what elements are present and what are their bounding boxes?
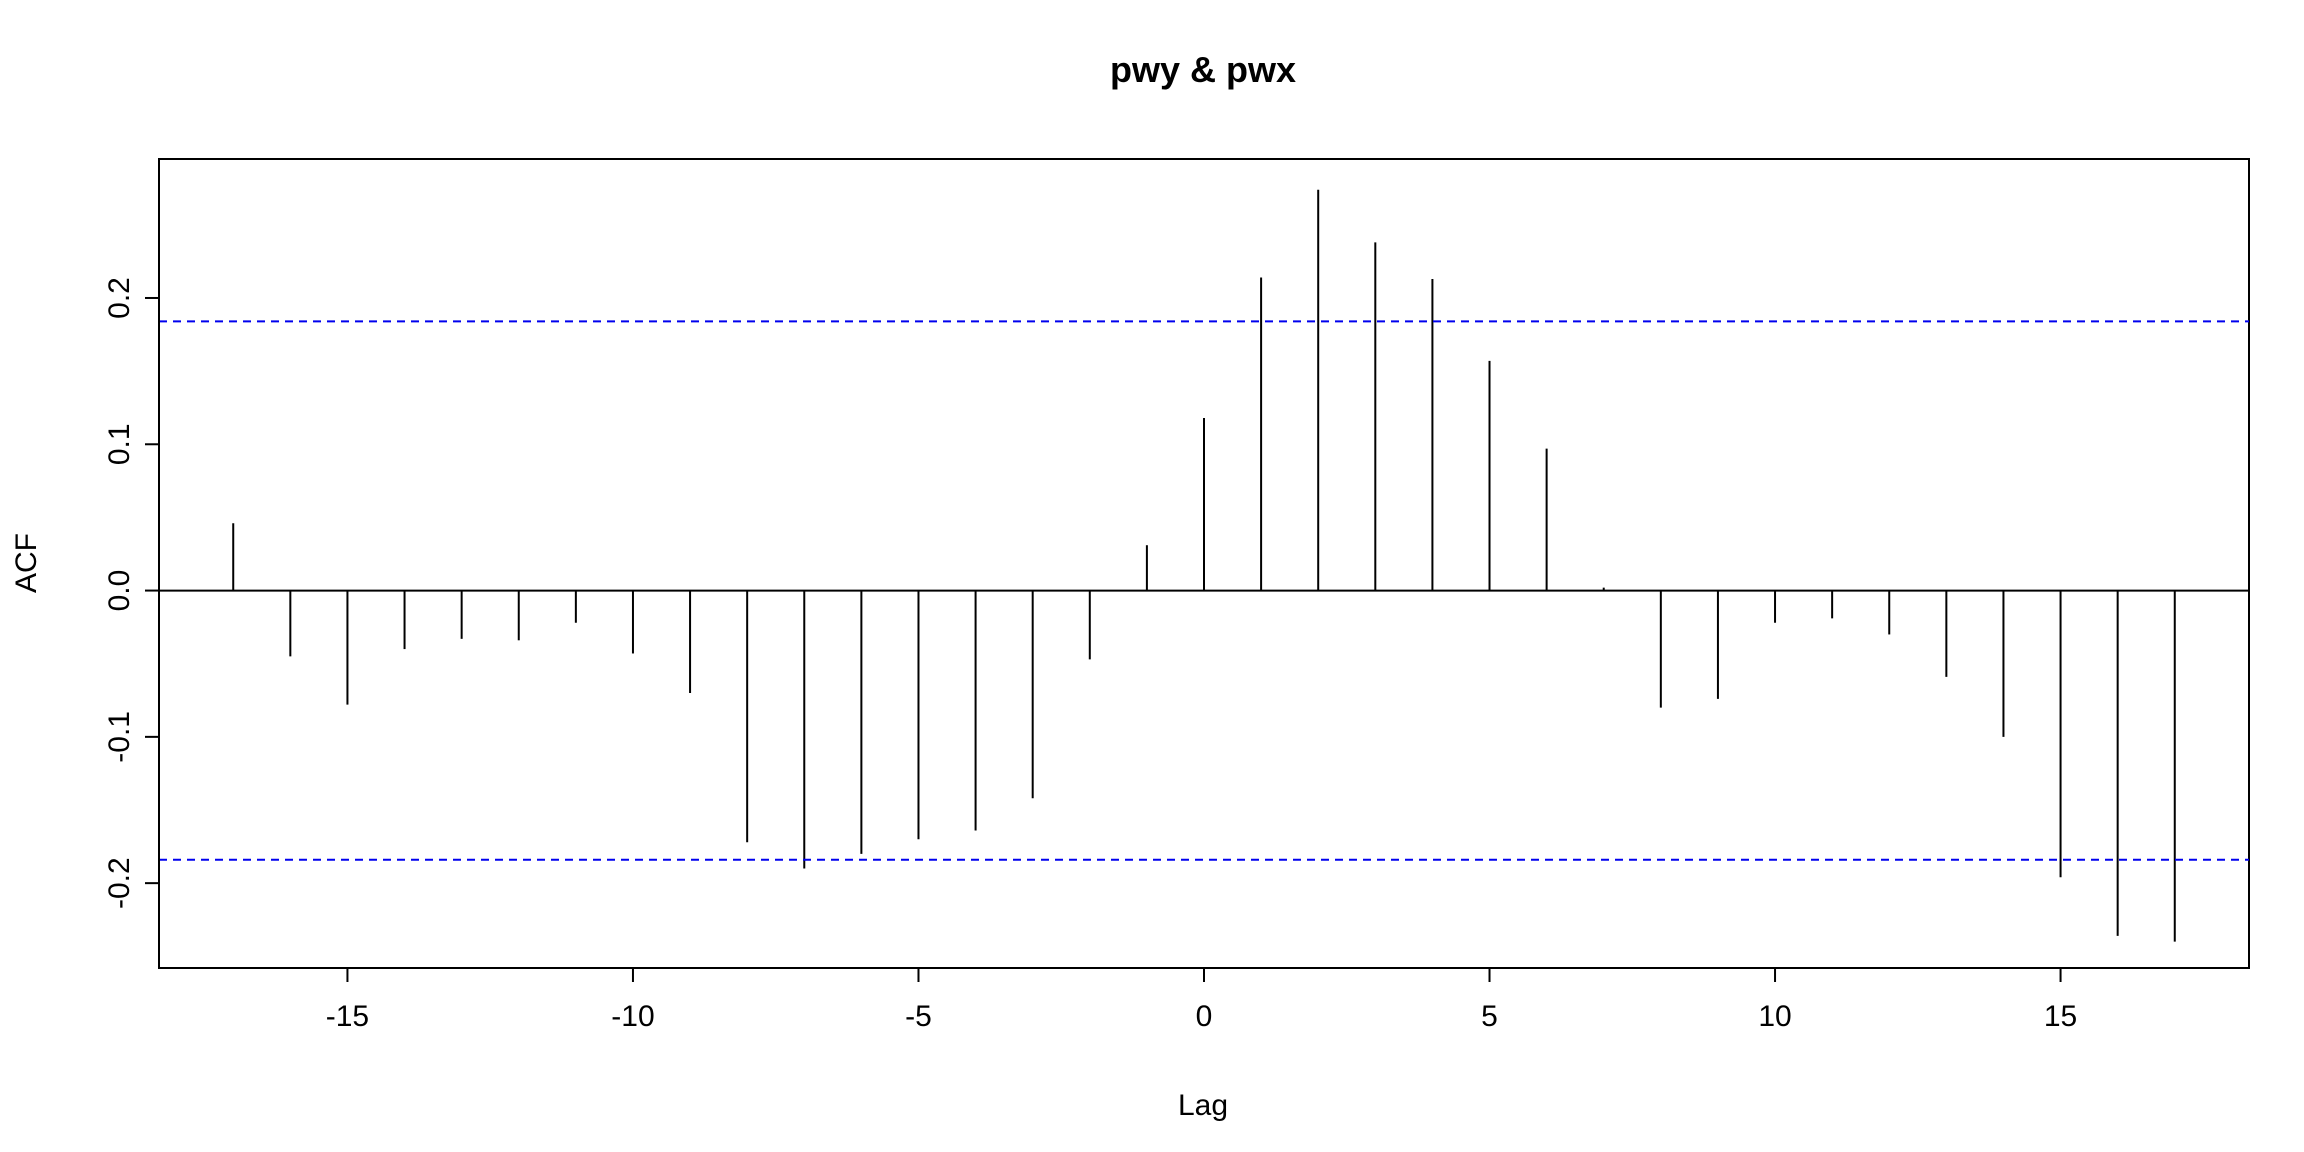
y-tick-label: 0.1 [103,423,136,465]
x-axis: -15 -10 -5 0 5 10 15 [326,967,2077,1033]
x-tick-label: 10 [1758,1000,1791,1033]
x-tick-label: -5 [905,1000,932,1033]
acf-bars [232,189,2176,942]
x-tick-label: 15 [2044,1000,2077,1033]
y-axis: -0.2 -0.1 0.0 0.1 0.2 [103,277,160,909]
x-tick-label: 5 [1481,1000,1498,1033]
y-axis-label: ACF [10,533,43,593]
y-tick-label: -0.1 [103,711,136,763]
y-tick-label: 0.0 [103,570,136,612]
x-axis-label: Lag [1178,1089,1228,1122]
x-tick-label: -15 [326,1000,369,1033]
x-tick-label: 0 [1196,1000,1213,1033]
y-tick-label: 0.2 [103,277,136,319]
x-tick-label: -10 [611,1000,654,1033]
chart-title: pwy & pwx [1110,49,1296,90]
confidence-bands [159,320,2249,861]
y-tick-label: -0.2 [103,857,136,909]
